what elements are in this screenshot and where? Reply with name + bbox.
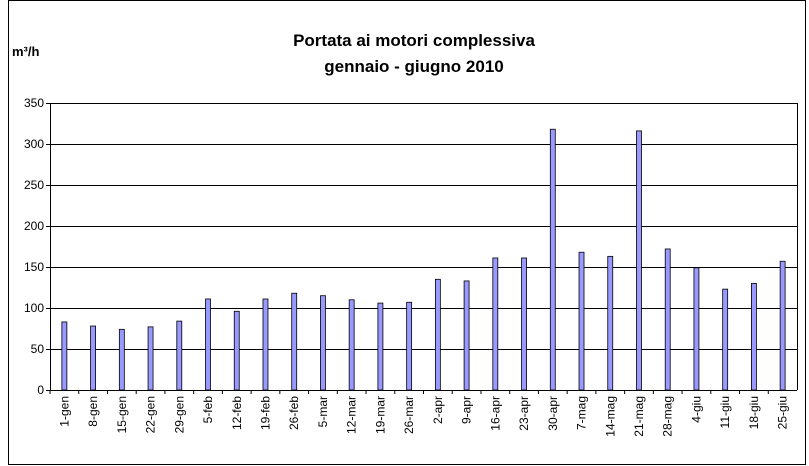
x-tick-label: 28-mag: [661, 396, 675, 437]
bar: [262, 298, 269, 391]
bar: [578, 251, 585, 391]
bar: [147, 326, 154, 391]
bar: [406, 301, 413, 391]
bar: [434, 278, 441, 391]
bar: [320, 295, 326, 391]
y-tick-label: 50: [31, 342, 45, 356]
bar: [90, 325, 96, 391]
x-tick-label: 4-giu: [689, 396, 703, 423]
x-tick-label: 26-mar: [402, 396, 416, 434]
bar: [693, 267, 700, 391]
x-tick-label: 7-mag: [575, 396, 589, 430]
bar: [118, 328, 125, 391]
y-tick-label: 0: [37, 383, 44, 397]
x-tick-label: 22-gen: [144, 396, 158, 433]
bar: [751, 282, 757, 391]
bar: [549, 128, 556, 391]
bar: [521, 257, 527, 391]
x-tick-label: 1-gen: [57, 396, 71, 427]
bar: [722, 288, 729, 391]
bar: [233, 310, 240, 391]
x-tick-label: 18-giu: [747, 396, 761, 429]
y-tick-label: 150: [24, 260, 44, 274]
x-tick-label: 26-feb: [287, 396, 301, 430]
bar: [463, 280, 470, 391]
x-tick-label: 15-gen: [115, 396, 129, 433]
x-tick-label: 11-giu: [718, 396, 732, 428]
x-tick-label: 14-mag: [603, 396, 617, 437]
chart-title: Portata ai motori complessiva: [293, 31, 535, 50]
x-tick-label: 19-mar: [373, 396, 387, 434]
x-tick-label: 30-apr: [546, 396, 560, 431]
x-tick-label: 16-apr: [488, 396, 502, 431]
x-tick-label: 21-mag: [632, 396, 646, 437]
bar: [291, 292, 298, 391]
bar: [779, 260, 786, 391]
bar: [176, 320, 183, 391]
y-tick-label: 200: [24, 219, 44, 233]
x-tick-label: 2-apr: [431, 396, 445, 424]
x-tick-label: 5-mar: [316, 396, 330, 427]
bar: [205, 298, 211, 391]
x-tick-label: 5-feb: [201, 396, 215, 424]
x-tick-label: 8-gen: [86, 396, 100, 427]
x-tick-label: 25-giu: [776, 396, 790, 429]
y-axis-label: m³/h: [12, 44, 40, 59]
bar: [377, 302, 384, 391]
x-tick-label: 29-gen: [172, 396, 186, 433]
x-tick-label: 12-feb: [230, 396, 244, 430]
x-tick-label: 9-apr: [460, 396, 474, 424]
bar: [61, 321, 68, 391]
y-tick-label: 300: [24, 137, 44, 151]
chart-subtitle: gennaio - giugno 2010: [324, 57, 503, 76]
x-tick-label: 12-mar: [345, 396, 359, 434]
y-tick-label: 350: [24, 96, 44, 110]
x-tick-label: 23-apr: [517, 396, 531, 431]
bar: [607, 255, 614, 391]
x-tick-label: 19-feb: [258, 396, 272, 430]
bar: [492, 257, 499, 391]
bar: [348, 299, 355, 391]
bar: [664, 248, 671, 391]
y-tick-label: 250: [24, 178, 44, 192]
bar: [636, 130, 642, 391]
y-tick-label: 100: [24, 301, 44, 315]
